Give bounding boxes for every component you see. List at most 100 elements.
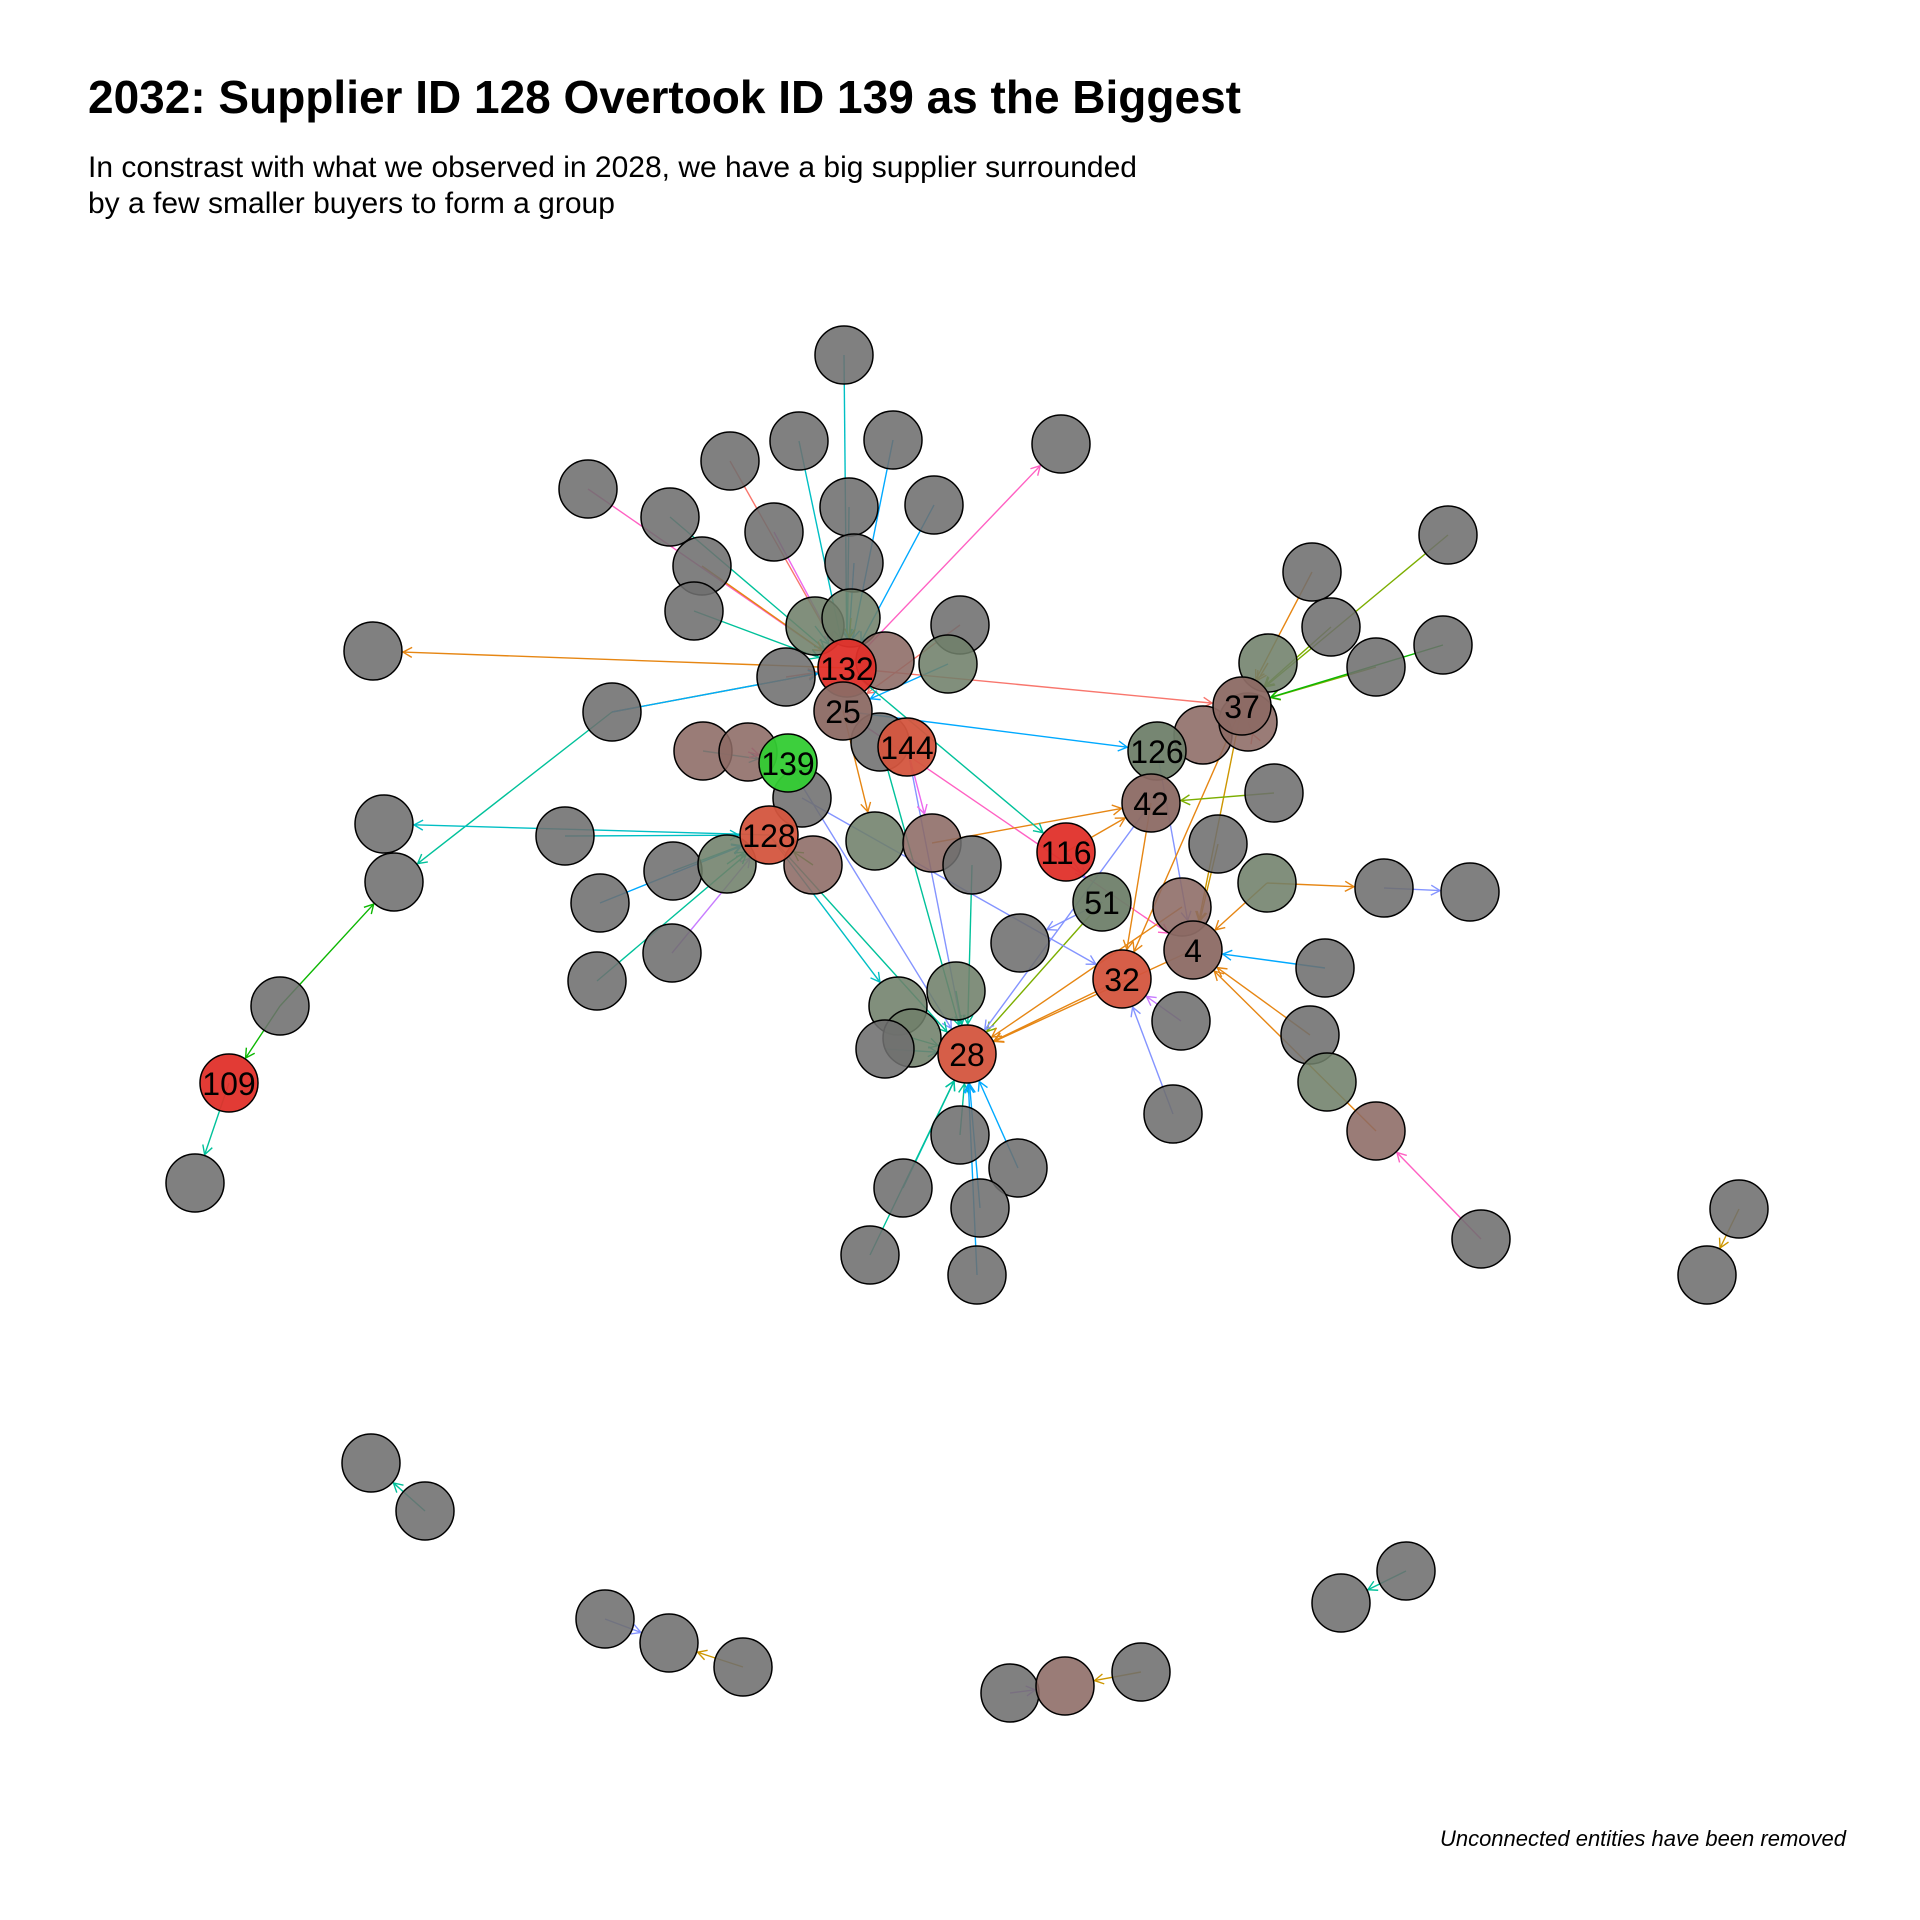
edge-arrowhead <box>1085 955 1098 965</box>
node-a75 <box>395 1481 455 1541</box>
edge-arrowhead <box>983 1019 995 1031</box>
node-a60 <box>1346 637 1406 697</box>
chart-caption: Unconnected entities have been removed <box>1439 1826 1846 1851</box>
node-a80 <box>1311 1573 1371 1633</box>
edge-arrowhead <box>990 1027 1003 1038</box>
node-a34 <box>942 835 1002 895</box>
node-a31 <box>783 835 843 895</box>
edge-arrowhead <box>1030 464 1042 476</box>
node-a63 <box>1354 858 1414 918</box>
edge-a51-n28 <box>991 906 1183 1038</box>
node-a5 <box>558 459 618 519</box>
node-n144 <box>877 717 937 777</box>
node-a4 <box>700 431 760 491</box>
node-a65 <box>1295 938 1355 998</box>
node-label-n32: 32 <box>1104 962 1140 998</box>
node-a8 <box>819 477 879 537</box>
edge-n132-n116 <box>846 667 1044 834</box>
node-a44 <box>930 1105 990 1165</box>
node-a76 <box>575 1589 635 1649</box>
node-label-n42: 42 <box>1133 786 1169 822</box>
node-a13 <box>664 581 724 641</box>
node-labels: 132 25 139 144 128 126 42 37 116 51 4 32 28 109 <box>202 651 1259 1102</box>
edge-arrowhead <box>1221 949 1233 961</box>
node-a3 <box>863 410 923 470</box>
node-a83 <box>1111 1642 1171 1702</box>
node-a18 <box>918 634 978 694</box>
node-a82 <box>1035 1656 1095 1716</box>
node-n4 <box>1163 920 1223 980</box>
edge-arrowhead <box>1145 995 1157 1006</box>
edge-arrowhead <box>1117 740 1129 752</box>
node-a20 <box>343 621 403 681</box>
edge-arrowhead <box>964 1082 976 1094</box>
edge-arrowhead <box>992 1032 1005 1043</box>
node-a59 <box>1301 597 1361 657</box>
node-a27 <box>535 806 595 866</box>
node-a37 <box>567 951 627 1011</box>
edge-arrowhead <box>1045 920 1058 931</box>
edge-arrowhead <box>1213 970 1225 982</box>
node-n128 <box>739 805 799 865</box>
node-a81 <box>980 1663 1040 1723</box>
node-a2 <box>769 411 829 471</box>
node-a71 <box>1451 1209 1511 1269</box>
node-a39 <box>250 976 310 1036</box>
edge-arrowhead <box>916 803 928 816</box>
node-a69 <box>1346 1101 1406 1161</box>
node-a62 <box>1418 505 1478 565</box>
node-a48 <box>840 1225 900 1285</box>
edge-arrowhead <box>1718 1237 1729 1250</box>
edge-arrowhead <box>416 853 428 865</box>
node-label-n132: 132 <box>820 651 873 687</box>
edge-arrowhead <box>1032 822 1045 834</box>
node-label-n4: 4 <box>1184 933 1202 969</box>
edge-arrowhead <box>202 1144 213 1156</box>
node-label-n28: 28 <box>949 1037 985 1073</box>
edge-arrowhead <box>1344 880 1356 892</box>
edge-arrowhead <box>244 1047 256 1060</box>
node-a77 <box>639 1613 699 1673</box>
node-a74 <box>341 1433 401 1493</box>
node-label-n126: 126 <box>1130 734 1183 770</box>
edge-arrowhead <box>1132 941 1143 953</box>
node-label-n51: 51 <box>1084 885 1120 921</box>
node-label-n139: 139 <box>761 746 814 782</box>
node-n37 <box>1212 676 1272 736</box>
edge-arrowhead <box>1122 939 1134 951</box>
node-a46 <box>873 1158 933 1218</box>
node-n139 <box>758 733 818 793</box>
node-a6 <box>640 487 700 547</box>
node-n109 <box>199 1053 259 1113</box>
node-label-n144: 144 <box>880 730 933 766</box>
edge-arrowhead <box>1366 1580 1379 1591</box>
node-label-n25: 25 <box>825 694 861 730</box>
edge-arrowhead <box>1179 794 1191 806</box>
node-a54 <box>1244 763 1304 823</box>
node-label-n109: 109 <box>202 1066 255 1102</box>
node-a9 <box>904 475 964 535</box>
node-a30 <box>697 834 757 894</box>
node-a73 <box>1677 1245 1737 1305</box>
node-a36 <box>642 923 702 983</box>
node-a58 <box>1282 542 1342 602</box>
chart-title: 2032: Supplier ID 128 Overtook ID 139 as… <box>88 71 1241 123</box>
subtitle-line-2: by a few smaller buyers to form a group <box>88 187 615 220</box>
node-n116 <box>1036 822 1096 882</box>
edge-arrowhead <box>1111 804 1123 816</box>
subtitle-line-1: In constrast with what we observed in 20… <box>88 151 1137 184</box>
node-a68 <box>1297 1052 1357 1112</box>
node-n51 <box>1072 872 1132 932</box>
node-a47 <box>950 1178 1010 1238</box>
edge-arrowhead <box>1395 1151 1407 1163</box>
node-n25 <box>813 681 873 741</box>
edge-arrowhead <box>1130 1005 1141 1018</box>
node-a78 <box>713 1637 773 1697</box>
node-a32 <box>845 811 905 871</box>
node-a53 <box>1237 853 1297 913</box>
node-a66 <box>1151 991 1211 1051</box>
edge-arrowhead <box>1269 689 1281 701</box>
node-label-n37: 37 <box>1224 689 1260 725</box>
node-a61 <box>1413 615 1473 675</box>
